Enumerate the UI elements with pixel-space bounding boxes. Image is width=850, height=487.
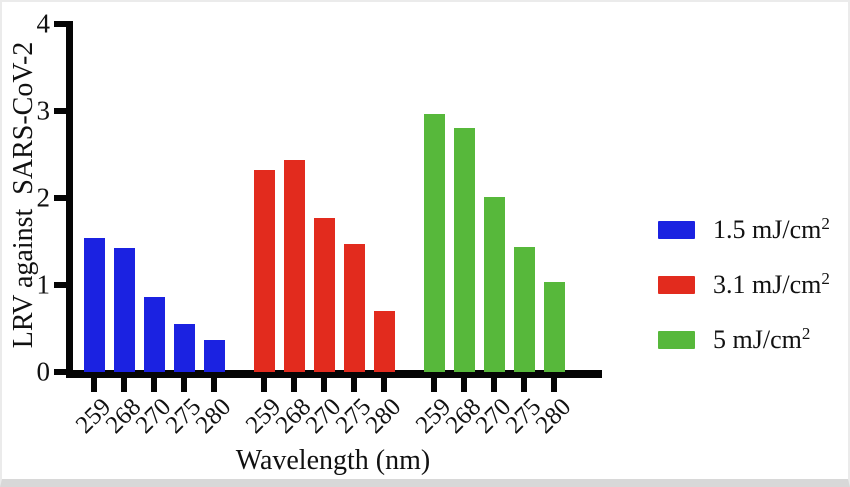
y-axis-tick <box>54 21 67 27</box>
x-axis-tick <box>491 377 497 392</box>
y-axis-tick-label: 3 <box>36 95 51 126</box>
x-axis-tick <box>551 377 557 392</box>
x-axis-tick <box>91 377 97 392</box>
y-axis-tick-label: 1 <box>36 269 51 300</box>
legend-label: 1.5 mJ/cm2 <box>713 214 830 244</box>
x-axis-title: Wavelength (nm) <box>235 445 431 476</box>
x-axis-tick <box>291 377 297 392</box>
legend-swatch-blue <box>658 221 695 239</box>
bar-52-270nm <box>483 197 505 372</box>
y-axis-tick-label: 4 <box>36 8 51 39</box>
bar-3.12-259nm <box>253 170 275 372</box>
y-axis-tick-label: 2 <box>36 182 51 213</box>
bar-52-275nm <box>513 247 535 372</box>
legend-label: 5 mJ/cm2 <box>713 324 811 354</box>
bar-1.52-268nm <box>113 248 135 372</box>
bar-1.52-259nm <box>83 238 105 372</box>
y-axis-tick-label: 0 <box>36 356 51 387</box>
bar-3.12-270nm <box>313 218 335 372</box>
bar-1.52-270nm <box>143 297 165 372</box>
x-axis-tick <box>461 377 467 392</box>
y-axis-tick <box>54 195 67 201</box>
x-axis-tick <box>431 377 437 392</box>
legend-label: 3.1 mJ/cm2 <box>713 269 830 299</box>
x-axis-line <box>66 370 602 378</box>
y-axis-tick <box>54 108 67 114</box>
bar-3.12-280nm <box>373 311 395 372</box>
y-axis-tick <box>54 282 67 288</box>
x-axis-tick <box>521 377 527 392</box>
bar-3.12-275nm <box>343 244 365 372</box>
y-axis-line <box>66 21 73 376</box>
x-axis-tick <box>181 377 187 392</box>
bar-3.12-268nm <box>283 160 305 372</box>
bar-52-268nm <box>453 128 475 372</box>
legend-swatch-green <box>658 331 695 349</box>
x-axis-tick <box>261 377 267 392</box>
x-axis-tick <box>151 377 157 392</box>
bar-1.52-275nm <box>173 324 195 372</box>
x-axis-tick <box>121 377 127 392</box>
bar-1.52-280nm <box>203 340 225 372</box>
legend-item: 5 mJ/cm2 <box>658 320 810 360</box>
x-axis-tick <box>211 377 217 392</box>
bar-52-280nm <box>543 282 565 372</box>
x-axis-tick <box>381 377 387 392</box>
legend-swatch-red <box>658 276 695 294</box>
y-axis-tick <box>54 369 67 375</box>
x-axis-tick <box>351 377 357 392</box>
x-axis-tick <box>321 377 327 392</box>
legend-item: 1.5 mJ/cm2 <box>658 210 830 250</box>
legend-item: 3.1 mJ/cm2 <box>658 265 830 305</box>
bar-52-259nm <box>423 114 445 372</box>
